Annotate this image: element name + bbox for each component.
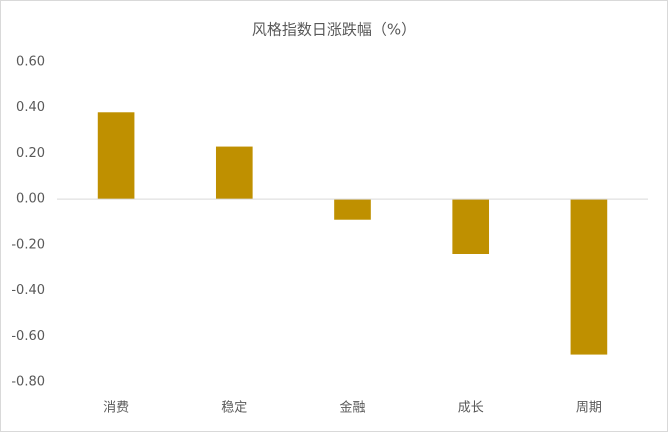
- x-tick-label: 周期: [576, 401, 602, 416]
- bar: [334, 199, 371, 220]
- y-tick-label: -0.60: [11, 329, 45, 344]
- chart-title: 风格指数日涨跌幅（%）: [252, 21, 416, 39]
- x-tick-label: 消费: [103, 401, 129, 416]
- y-tick-label: 0.00: [16, 192, 45, 207]
- y-tick-label: 0.40: [16, 100, 45, 115]
- x-tick-label: 成长: [458, 401, 484, 416]
- y-tick-label: -0.40: [11, 283, 45, 298]
- x-tick-label: 稳定: [221, 400, 247, 416]
- bar: [215, 146, 253, 200]
- y-tick-label: -0.80: [11, 375, 45, 390]
- bar: [97, 112, 135, 200]
- y-tick-label: 0.20: [16, 146, 45, 161]
- y-tick-label: 0.60: [16, 55, 45, 70]
- bar: [570, 199, 608, 355]
- y-tick-label: -0.20: [11, 237, 45, 252]
- x-tick-label: 金融: [339, 400, 365, 416]
- bar: [452, 199, 490, 254]
